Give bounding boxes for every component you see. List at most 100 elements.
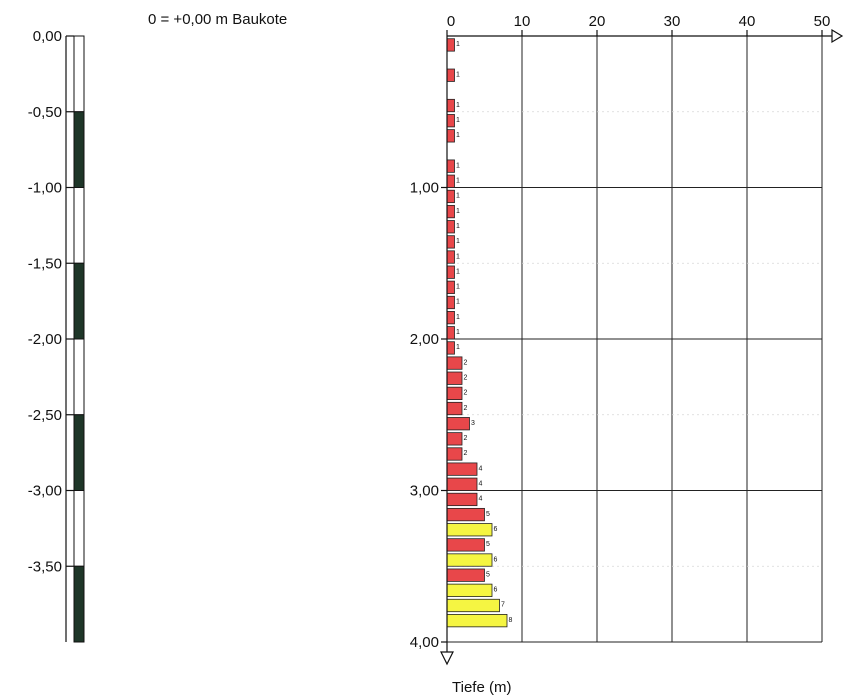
histogram-bar-label: 1 (456, 102, 460, 109)
histogram-bar-label: 1 (456, 117, 460, 124)
histogram-bar (446, 401, 463, 416)
elevation-tick-label: -2,50 (28, 407, 62, 424)
x-axis-arrow-icon (831, 28, 844, 44)
elevation-segment-dark (73, 414, 85, 491)
histogram-bar-label: 2 (464, 405, 468, 412)
histogram-bar-label: 5 (486, 511, 490, 518)
elevation-tick-label: -1,00 (28, 180, 62, 197)
histogram-bar (446, 204, 455, 219)
histogram-bar-label: 1 (456, 223, 460, 230)
histogram-bar (446, 371, 463, 385)
histogram-bar (446, 447, 463, 461)
histogram-bars: 1 1 1 1 1 1 1 1 1 1 1 1 1 1 1 1 1 1 2 2 2 2 3 2 2 4 4 4 5 6 5 6 5 6 7 8 (446, 38, 513, 628)
histogram-bar-label: 2 (464, 435, 468, 442)
histogram-bar (446, 417, 470, 431)
elevation-tick-label: -1,50 (28, 255, 62, 272)
elevation-tick-label: -3,50 (28, 558, 62, 575)
histogram-bar (446, 129, 455, 143)
histogram-bar (446, 432, 463, 446)
histogram-bar (446, 220, 455, 234)
histogram-bar-label: 6 (494, 556, 498, 563)
histogram-bar-label: 3 (471, 420, 475, 427)
histogram-bar-label: 1 (456, 314, 460, 321)
elevation-tick-label: -3,00 (28, 483, 62, 500)
histogram-bar (446, 538, 485, 552)
histogram-bar (446, 492, 478, 507)
y-axis-arrow-icon (440, 651, 454, 666)
histogram-bar-label: 1 (456, 178, 460, 185)
histogram-bar (446, 326, 455, 340)
elevation-segment-white (73, 35, 85, 113)
elevation-segment-dark (73, 565, 85, 643)
histogram-bar (446, 583, 493, 597)
histogram-bar (446, 235, 455, 249)
histogram-bar-label: 1 (456, 284, 460, 291)
x-tick-label: 40 (739, 13, 756, 30)
histogram-bar (446, 174, 455, 188)
histogram-bar (446, 386, 463, 401)
histogram-bar (446, 38, 455, 52)
histogram-bar (446, 341, 455, 355)
x-tick-label: 10 (514, 13, 531, 30)
histogram-bar (446, 68, 455, 82)
histogram-bar-label: 2 (464, 359, 468, 366)
histogram-bar-label: 8 (509, 617, 513, 624)
probing-histogram-chart: 1 1 1 1 1 1 1 1 1 1 1 1 1 1 1 1 1 1 2 2 2 2 3 2 2 4 4 4 5 6 5 6 5 6 7 8 0 10… (410, 13, 844, 696)
histogram-bar-label: 1 (456, 71, 460, 78)
histogram-bar-label: 1 (456, 253, 460, 260)
elevation-segment-white (73, 338, 85, 416)
histogram-bar-label: 4 (479, 481, 483, 488)
histogram-bar-label: 7 (501, 602, 505, 609)
y-tick-label: 2,00 (410, 331, 439, 348)
reference-note: 0 = +0,00 m Baukote (148, 11, 287, 28)
histogram-bar (446, 523, 493, 537)
histogram-bar-label: 6 (494, 526, 498, 533)
elevation-tick-label: -2,00 (28, 331, 62, 348)
histogram-bar (446, 462, 478, 476)
histogram-bar (446, 614, 508, 628)
histogram-bar-label: 1 (456, 193, 460, 200)
histogram-bar-label: 4 (479, 496, 483, 503)
histogram-bar (446, 553, 493, 567)
histogram-bar-label: 1 (456, 238, 460, 245)
histogram-bar (446, 159, 455, 173)
x-tick-label: 0 (447, 13, 455, 30)
histogram-bar-label: 1 (456, 162, 460, 169)
histogram-bar-label: 2 (464, 450, 468, 457)
histogram-bar-label: 1 (456, 299, 460, 306)
histogram-bar-label: 2 (464, 390, 468, 397)
histogram-bar (446, 250, 455, 264)
y-tick-label: 3,00 (410, 483, 439, 500)
histogram-bar (446, 477, 478, 491)
histogram-bar-label: 5 (486, 541, 490, 548)
y-tick-label: 4,00 (410, 634, 439, 651)
histogram-bar (446, 598, 500, 613)
histogram-axes (440, 28, 844, 666)
y-axis-title: Tiefe (m) (452, 679, 511, 696)
x-tick-label: 50 (814, 13, 831, 30)
histogram-bar-label: 6 (494, 587, 498, 594)
histogram-bar (446, 189, 455, 204)
elevation-tick-group: 0,00 -0,50 -1,00 -1,50 -2,00 -2,50 -3,00 -3,50 (28, 28, 74, 575)
histogram-bar-label: 1 (456, 41, 460, 48)
histogram-bar-label: 1 (456, 329, 460, 336)
elevation-segment-white (73, 187, 85, 264)
x-tick-label: 20 (589, 13, 606, 30)
x-tick-label: 30 (664, 13, 681, 30)
histogram-bar (446, 98, 455, 113)
elevation-tick-label: 0,00 (33, 28, 62, 45)
histogram-bar-label: 1 (456, 268, 460, 275)
histogram-bar (446, 114, 455, 128)
elevation-column-segments (73, 35, 85, 643)
histogram-bar-label: 1 (456, 208, 460, 215)
histogram-bar (446, 265, 455, 279)
histogram-bar (446, 311, 455, 325)
histogram-grid (447, 36, 823, 643)
elevation-segment-white (73, 490, 85, 567)
elevation-tick-label: -0,50 (28, 104, 62, 121)
histogram-bar-label: 1 (456, 344, 460, 351)
histogram-tick-group: 0 10 20 30 40 50 1,00 2,00 3,00 4,00 (410, 13, 831, 651)
histogram-bar-label: 4 (479, 465, 483, 472)
histogram-bar-label: 5 (486, 571, 490, 578)
